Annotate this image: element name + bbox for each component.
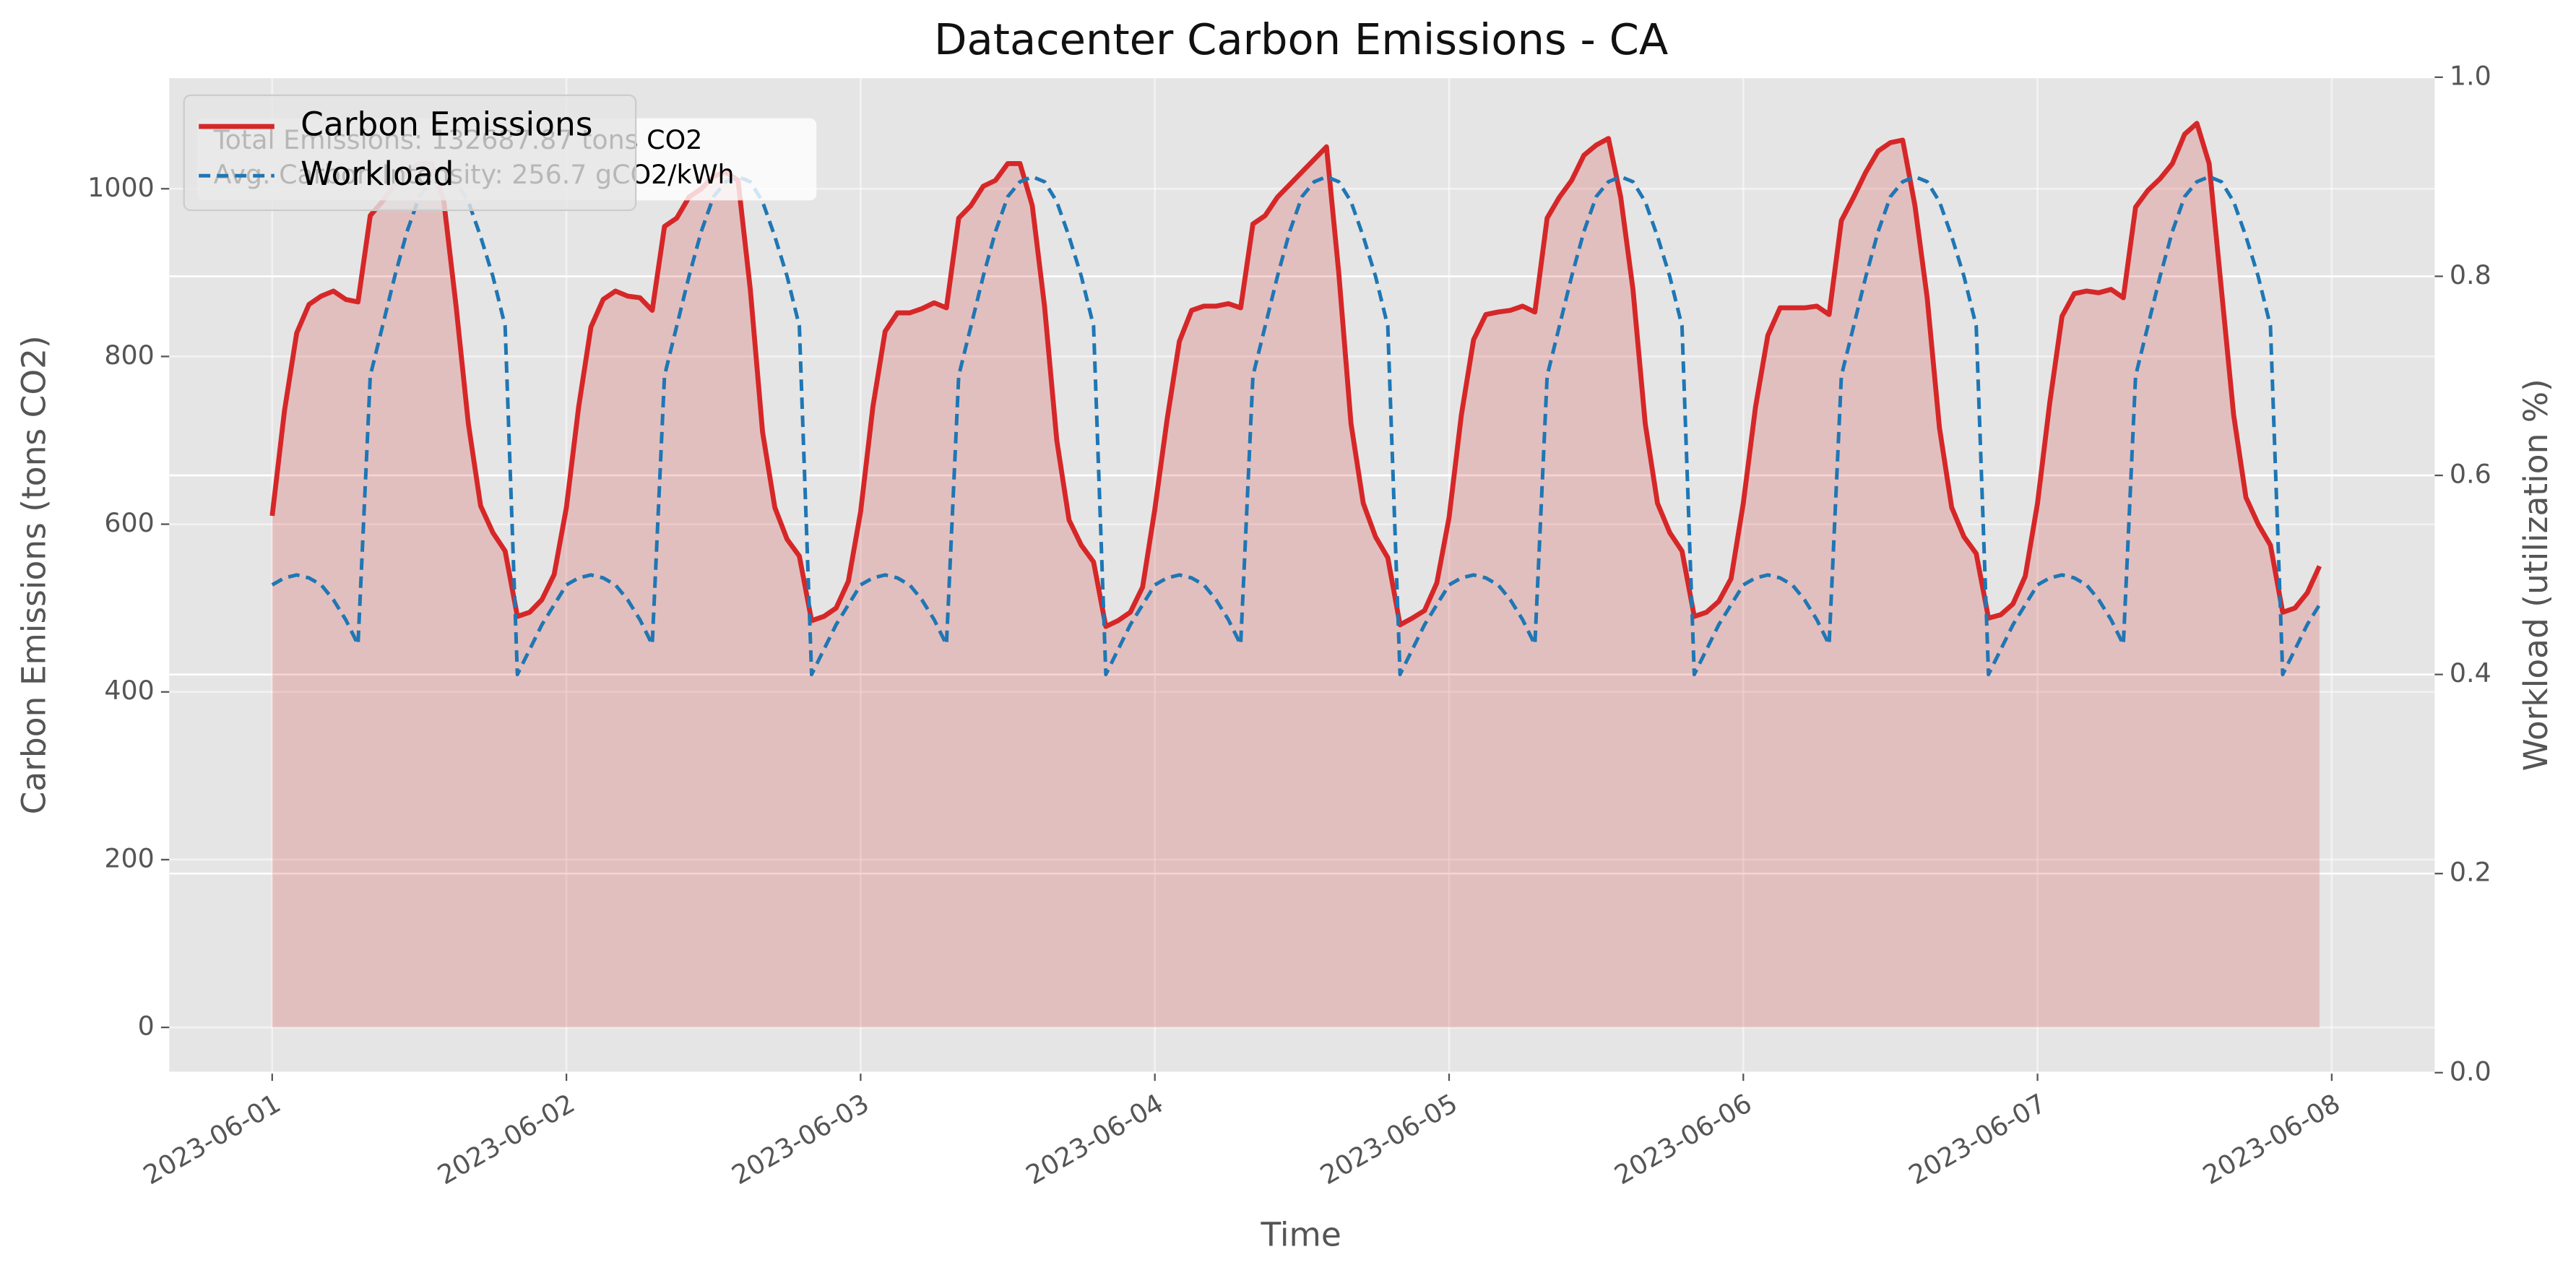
y2-tick-label: 0.6	[2450, 459, 2491, 490]
overlay: Total Emissions: 132687.87 tons CO2Avg. …	[183, 94, 817, 212]
y-tick-label: 0	[138, 1011, 155, 1042]
y-tick-label: 800	[104, 340, 154, 371]
legend-box	[183, 94, 637, 212]
x-tick-label: 2023-06-04	[1021, 1087, 1169, 1191]
chart-title: Datacenter Carbon Emissions - CA	[934, 14, 1668, 64]
x-tick-label: 2023-06-07	[1903, 1087, 2052, 1191]
x-tick-label: 2023-06-06	[1609, 1087, 1758, 1191]
series-line	[269, 121, 2322, 629]
series-line	[271, 175, 2322, 677]
x-tick-label: 2023-06-02	[432, 1087, 580, 1191]
y-tick-label: 400	[104, 675, 154, 706]
marks	[269, 121, 2322, 1028]
x-tick-label: 2023-06-03	[727, 1087, 875, 1191]
legend-label: Workload	[301, 155, 454, 193]
y2-tick-label: 1.0	[2450, 60, 2491, 91]
y-tick-label: 200	[104, 842, 154, 873]
x-tick-label: 2023-06-05	[1315, 1087, 1463, 1191]
emissions-area	[272, 123, 2320, 1028]
y-tick-label: 600	[104, 507, 154, 538]
y-axis-label: Carbon Emissions (tons CO2)	[15, 335, 53, 814]
x-tick-label: 2023-06-08	[2197, 1087, 2346, 1191]
y2-axis-label: Workload (utilization %)	[2517, 379, 2555, 771]
y2-tick-label: 0.8	[2450, 259, 2491, 290]
x-tick-label: 2023-06-01	[138, 1087, 286, 1191]
y2-tick-label: 0.0	[2450, 1055, 2491, 1087]
x-axis-label: Time	[1261, 1216, 1341, 1254]
legend-label: Carbon Emissions	[301, 105, 592, 144]
y2-tick-label: 0.4	[2450, 657, 2491, 688]
y-tick-label: 1000	[87, 172, 155, 203]
y2-tick-label: 0.2	[2450, 857, 2491, 888]
